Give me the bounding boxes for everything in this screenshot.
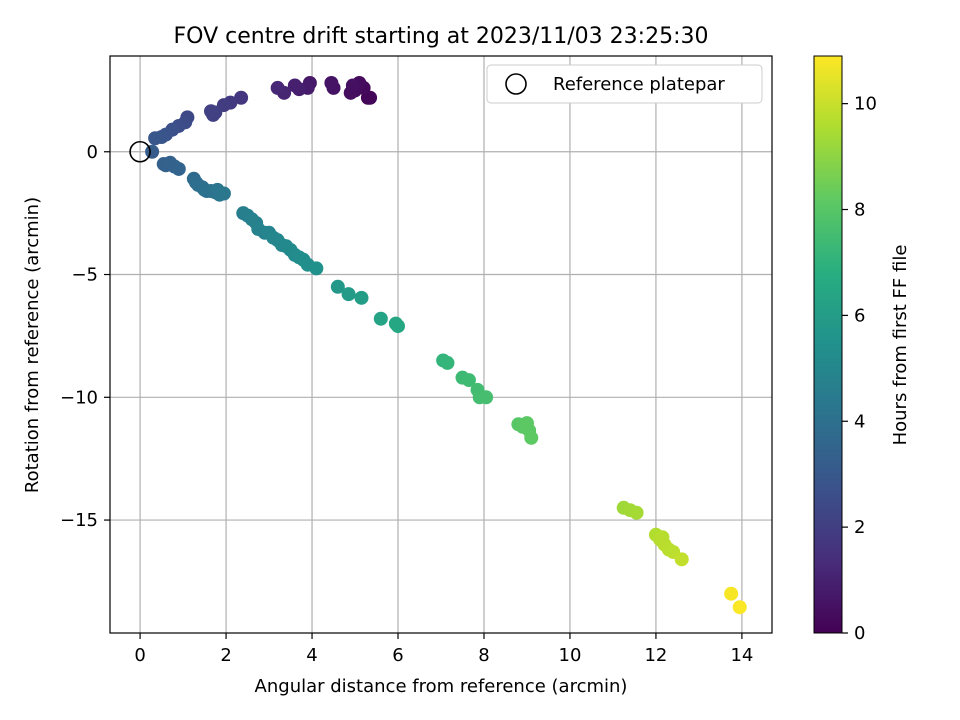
x-tick-label: 4 — [306, 645, 317, 666]
grid — [110, 56, 772, 633]
y-axis: 0 −5 −10 −15 — [60, 142, 110, 531]
data-point — [524, 430, 539, 445]
colorbar-label: Hours from first FF file — [890, 245, 911, 446]
data-point — [461, 373, 476, 388]
y-tick-label: 0 — [87, 142, 98, 163]
data-point — [724, 586, 739, 601]
legend-box — [486, 64, 763, 104]
data-point — [148, 131, 163, 146]
data-point — [629, 505, 644, 520]
data-point — [674, 552, 689, 567]
legend-marker — [505, 73, 527, 95]
data-point — [354, 290, 369, 305]
x-tick-label: 6 — [392, 645, 403, 666]
x-axis-label: Angular distance from reference (arcmin) — [255, 676, 628, 697]
chart-title: FOV centre drift starting at 2023/11/03 … — [174, 24, 709, 49]
colorbar-tick-label: 6 — [854, 305, 865, 326]
data-point — [309, 261, 324, 276]
reference-platepar-marker — [129, 140, 151, 163]
x-tick-label: 8 — [478, 645, 489, 666]
data-point — [204, 104, 219, 119]
data-point — [391, 319, 406, 334]
y-tick-label: −5 — [71, 265, 98, 286]
x-tick-label: 12 — [644, 645, 667, 666]
x-tick-label: 2 — [220, 645, 231, 666]
legend-entry-reference-platepar: Reference platepar — [553, 74, 725, 95]
data-point — [479, 390, 494, 405]
scatter-points — [145, 76, 747, 615]
data-point — [171, 161, 186, 176]
colorbar-tick-label: 2 — [854, 517, 865, 538]
x-axis: 0 2 4 6 8 10 12 14 — [134, 633, 753, 666]
data-point — [287, 78, 302, 93]
data-point — [145, 144, 160, 159]
data-point — [341, 287, 356, 302]
colorbar-tick-label: 4 — [854, 411, 865, 432]
data-point — [234, 90, 249, 105]
colorbar-tick-label: 10 — [854, 94, 877, 115]
data-point — [270, 80, 285, 95]
y-axis-label: Rotation from reference (arcmin) — [22, 197, 43, 493]
x-tick-label: 0 — [134, 645, 145, 666]
y-tick-label: −15 — [60, 510, 98, 531]
colorbar-gradient — [813, 55, 843, 634]
colorbar-tick-label: 0 — [854, 623, 865, 644]
y-tick-label: −10 — [60, 387, 98, 408]
data-point — [345, 78, 360, 93]
colorbar-tick-label: 8 — [854, 200, 865, 221]
plot-frame — [109, 55, 773, 634]
data-point — [216, 186, 231, 201]
data-point — [373, 311, 388, 326]
legend: Reference platepar — [486, 64, 763, 104]
colorbar: 0 2 4 6 8 10 Hours from first FF file — [813, 55, 911, 644]
data-point — [440, 355, 455, 370]
colorbar-ticks: 0 2 4 6 8 10 — [842, 94, 877, 644]
data-point — [330, 279, 345, 294]
x-tick-label: 10 — [559, 645, 582, 666]
data-point — [732, 600, 747, 615]
x-tick-label: 14 — [730, 645, 753, 666]
data-point — [324, 76, 339, 91]
